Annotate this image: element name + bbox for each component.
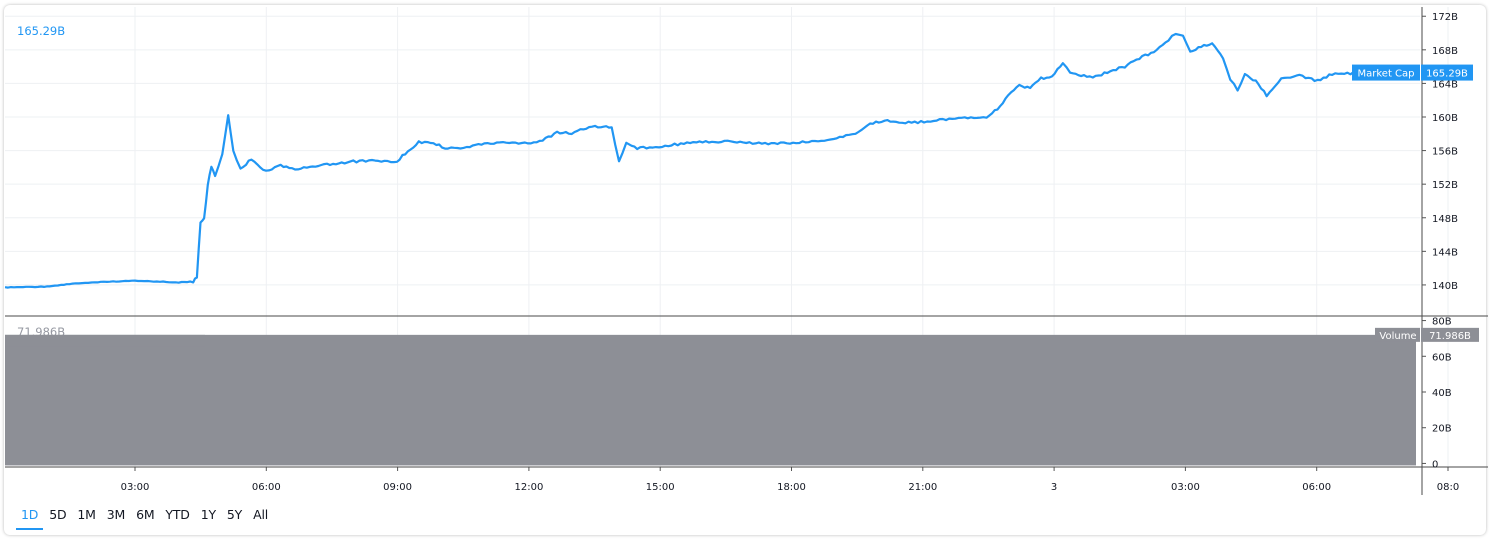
x-tick-label: 21:00 xyxy=(908,482,937,493)
price-tick-label: 160B xyxy=(1432,113,1458,124)
volume-tick-label: 20B xyxy=(1432,424,1452,435)
range-button-1d[interactable]: 1D xyxy=(16,502,44,530)
x-tick-label: 06:00 xyxy=(252,482,281,493)
price-tick-label: 164B xyxy=(1432,79,1458,90)
labels: 03:00 06:00 09:00 12:00 15:00 18:00 21:00 3 03:0… xyxy=(5,12,1479,493)
price-tick-label: 144B xyxy=(1432,247,1458,258)
x-tick-label: 15:00 xyxy=(646,482,675,493)
range-button-all[interactable]: All xyxy=(253,507,269,522)
market-cap-name-tag xyxy=(1352,64,1420,81)
price-tick-label: 140B xyxy=(1432,281,1458,292)
price-tick-label: 148B xyxy=(1432,214,1458,225)
x-tick-label: 08:0 xyxy=(1437,482,1459,493)
volume-name: Volume xyxy=(1379,331,1416,342)
range-selector: 1D 5D 1M 3M 6M YTD 1Y 5Y All xyxy=(16,502,274,530)
grid xyxy=(5,7,1449,467)
price-legend-value: 165.29B xyxy=(17,24,65,38)
x-tick-label: 12:00 xyxy=(514,482,543,493)
x-tick-label: 06:00 xyxy=(1302,482,1331,493)
price-tick-label: 168B xyxy=(1432,46,1458,57)
price-pane xyxy=(4,32,1380,289)
x-tick-label: 09:00 xyxy=(383,482,412,493)
range-button-ytd[interactable]: YTD xyxy=(165,507,190,522)
range-button-5d[interactable]: 5D xyxy=(49,507,67,522)
volume-bar xyxy=(5,334,1416,466)
volume-tick-label: 60B xyxy=(1432,352,1452,363)
range-button-1y[interactable]: 1Y xyxy=(200,507,216,522)
volume-legend-mask xyxy=(5,334,205,347)
axes xyxy=(5,7,1488,495)
volume-tick-label: 80B xyxy=(1432,317,1452,328)
price-tick-label: 156B xyxy=(1432,147,1458,158)
x-tick-label: 03:00 xyxy=(1171,482,1200,493)
market-cap-name: Market Cap xyxy=(1357,69,1414,80)
range-button-5y[interactable]: 5Y xyxy=(226,507,243,522)
range-button-3m[interactable]: 3M xyxy=(106,507,126,522)
volume-name-tag xyxy=(1375,327,1420,342)
x-tick-label: 18:00 xyxy=(777,482,806,493)
volume-pane xyxy=(5,334,1416,466)
volume-last-value: 71.986B xyxy=(1429,331,1471,342)
volume-value-tag xyxy=(1421,327,1479,342)
market-cap-value-tag xyxy=(1421,64,1473,81)
volume-tick-label: 0 xyxy=(1432,459,1438,470)
x-tick-label: 3 xyxy=(1051,482,1057,493)
price-tick-label: 152B xyxy=(1432,180,1458,191)
price-tick-label: 172B xyxy=(1432,12,1458,23)
range-button-6m[interactable]: 6M xyxy=(136,507,155,522)
market-cap-last-value: 165.29B xyxy=(1426,69,1468,80)
range-button-1m[interactable]: 1M xyxy=(77,507,96,522)
volume-tick-label: 40B xyxy=(1432,388,1452,399)
x-tick-label: 03:00 xyxy=(121,482,150,493)
market-cap-line xyxy=(4,32,1380,289)
